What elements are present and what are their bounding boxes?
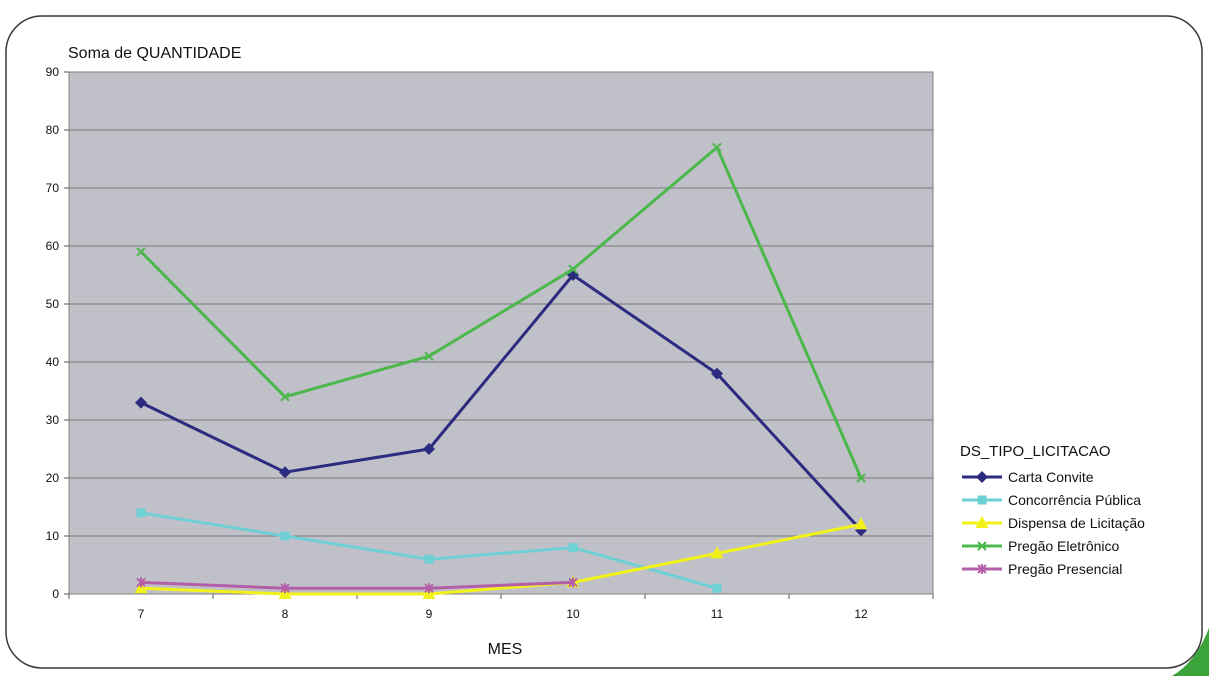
x-tick-label: 7 (138, 607, 145, 621)
y-tick-label: 90 (46, 65, 60, 79)
plot-area (68, 71, 934, 595)
series-preg-o-eletr-nico (136, 142, 866, 483)
data-point (977, 495, 987, 505)
legend-label: Carta Convite (1008, 469, 1094, 485)
series-concorr-ncia-p-blica (136, 508, 722, 593)
data-point (423, 443, 435, 455)
data-point (279, 466, 291, 479)
y-tick-label: 40 (46, 355, 60, 369)
data-point (977, 541, 987, 551)
series-line (140, 522, 862, 596)
data-point (135, 396, 147, 409)
y-tick-label: 80 (46, 123, 60, 137)
y-tick-label: 70 (46, 181, 60, 195)
series-lines (134, 142, 868, 599)
data-point (712, 142, 722, 153)
data-point (712, 583, 722, 593)
legend: DS_TIPO_LICITACAO Carta Convite Concorrên… (960, 443, 1145, 577)
x-axis-label: MES (488, 641, 523, 658)
legend-item: Concorrência Pública (962, 492, 1141, 508)
corner-accent (1172, 628, 1209, 676)
data-point (975, 516, 989, 528)
gridlines (69, 129, 933, 537)
data-point (424, 351, 434, 361)
legend-label: Pregão Presencial (1008, 561, 1122, 577)
legend-item: Carta Convite (962, 469, 1094, 485)
x-tick-label: 10 (566, 607, 580, 621)
legend-label: Concorrência Pública (1008, 492, 1141, 508)
series-preg-o-presencial (136, 577, 578, 594)
legend-label: Dispensa de Licitação (1008, 515, 1145, 531)
y-tick-label: 60 (46, 239, 60, 253)
data-point (710, 546, 724, 559)
x-tick-label: 11 (711, 607, 724, 621)
data-point (976, 471, 988, 483)
data-point (568, 577, 578, 588)
data-point (568, 543, 578, 553)
series-line (139, 145, 863, 479)
data-point (568, 264, 578, 274)
data-point (854, 517, 868, 530)
data-point (280, 583, 290, 594)
legend-title: DS_TIPO_LICITACAO (960, 443, 1111, 460)
data-point (136, 577, 146, 588)
data-point (280, 531, 290, 541)
data-point (856, 473, 866, 483)
y-tick-label: 0 (52, 587, 59, 601)
y-axis: 0 10 20 30 40 50 60 70 80 90 (46, 65, 69, 601)
data-point (424, 583, 434, 594)
chart-title: Soma de QUANTIDADE (68, 45, 241, 62)
y-tick-label: 20 (46, 471, 60, 485)
data-point (711, 367, 723, 380)
data-point (977, 564, 987, 574)
data-point (136, 508, 146, 518)
y-tick-label: 30 (46, 413, 60, 427)
x-tick-label: 9 (426, 607, 433, 621)
y-tick-label: 10 (46, 529, 60, 543)
legend-item: Pregão Presencial (962, 561, 1122, 577)
legend-item: Dispensa de Licitação (962, 515, 1145, 531)
y-tick-label: 50 (46, 297, 60, 311)
legend-item: Pregão Eletrônico (962, 538, 1120, 554)
x-tick-label: 8 (282, 607, 289, 621)
series-line (140, 580, 574, 590)
x-tick-label: 12 (854, 607, 868, 621)
data-point (280, 392, 290, 402)
data-point (424, 554, 434, 564)
series-line (140, 273, 863, 532)
legend-label: Pregão Eletrônico (1008, 538, 1120, 554)
data-point (136, 247, 146, 257)
